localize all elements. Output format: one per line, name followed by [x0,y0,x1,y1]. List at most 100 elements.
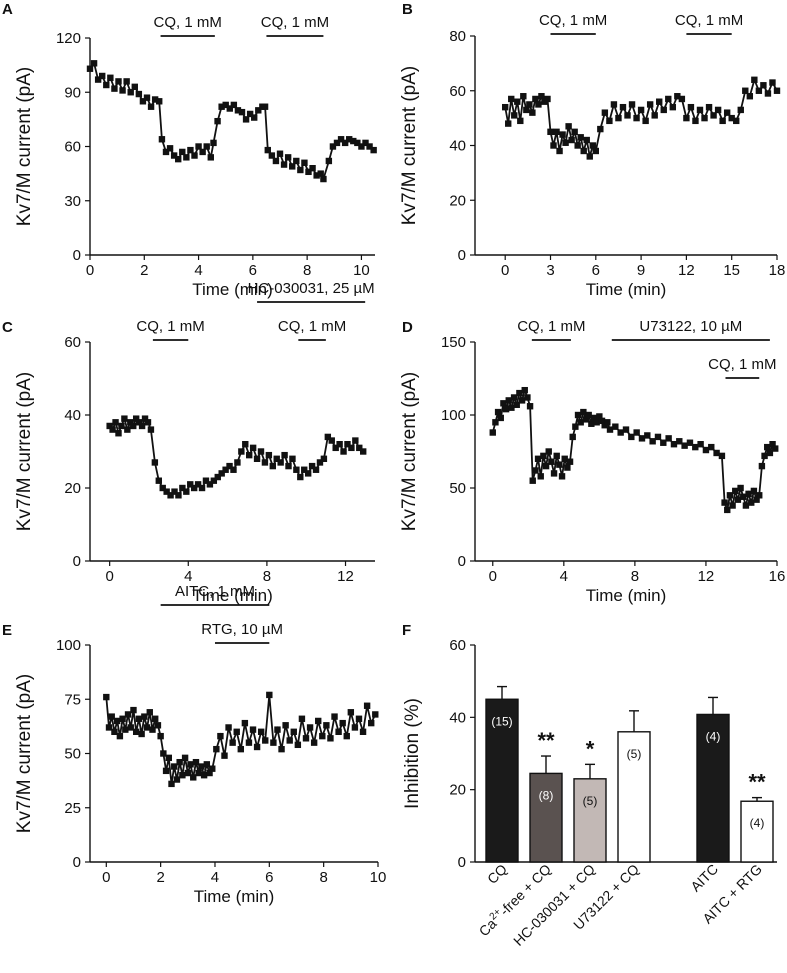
data-point [721,499,728,506]
data-point [200,772,208,779]
data-point [751,76,758,83]
data-point [151,459,159,466]
data-point [302,735,310,742]
y-tick-label: 0 [458,854,466,871]
data-point [585,411,592,419]
data-point [510,394,518,401]
data-point [622,426,630,433]
x-tick-label: 16 [769,568,786,585]
y-tick-label: 100 [441,407,466,424]
data-point [341,139,349,147]
data-point [523,106,530,114]
data-point [745,490,752,498]
data-point [619,103,627,111]
data-point [564,464,571,471]
data-point [265,451,273,459]
data-point [90,60,98,67]
data-point [535,101,542,108]
panel-c: C 0 20 40 60 0 4 8 12 Time (min) Kv7/M current (pA… [2,280,375,605]
data-point [358,143,365,150]
data-point [290,728,297,735]
data-point [582,416,590,423]
data-point [116,732,124,740]
bar [485,698,519,863]
data-point [230,101,238,109]
data-point [556,147,563,155]
data-point [195,769,202,777]
x-tick-label: 8 [303,262,311,279]
data-point [187,761,194,768]
data-point [569,433,576,441]
data-point [171,488,178,495]
data-point [740,493,747,500]
data-point [323,722,330,729]
data-point [750,487,758,495]
data-point [637,106,645,114]
data-point [556,461,563,468]
data-point [526,403,534,410]
data-point [280,161,288,168]
data-point [297,166,304,174]
bar-n-label: (15) [491,714,512,728]
data-point [628,433,635,441]
x-tick-label: 2 [156,869,164,886]
data-point [276,150,284,157]
data-point [351,724,359,731]
data-point [598,417,606,425]
data-point [343,732,350,740]
data-point [571,128,578,136]
data-point [286,737,293,744]
bar-n-label: (8) [539,788,554,802]
data-point [529,109,536,116]
data-point [676,438,683,445]
x-axis-title: Time (min) [192,280,273,299]
data-point [705,103,713,111]
data-point [198,763,205,770]
data-point [179,484,186,492]
x-axis-title: Time (min) [192,586,273,605]
data-point [366,143,373,150]
data-point [532,95,539,103]
category-label: AITC [687,861,721,895]
significance-label: ** [748,770,766,795]
data-point [553,452,560,460]
data-point [163,488,170,495]
data-point [305,168,312,176]
application-label: CQ, 1 mM [708,356,776,373]
data-point [203,143,210,150]
data-point [233,728,240,735]
data-point [692,117,699,125]
data-point [124,711,132,718]
data-point [344,441,351,448]
x-tick-label: 4 [194,262,202,279]
x-tick-label: 3 [546,262,554,279]
data-point [162,148,170,156]
x-tick-label: 4 [560,568,568,585]
data-point [755,87,763,94]
category-label: HC-030031 + CQ [510,861,598,949]
y-tick-label: 50 [64,746,81,763]
y-tick-label: 60 [449,637,466,654]
y-tick-label: 80 [449,28,466,45]
panel-b: B 0 20 40 60 80 0 3 6 9 12 15 18 Time (min) Kv7/M curr… [399,1,785,299]
data-point [517,117,524,125]
y-tick-label: 20 [449,192,466,209]
data-point [301,466,308,473]
data-point [261,103,269,110]
data-point [562,139,569,146]
data-point [168,780,175,788]
data-point [654,433,662,441]
data-point [160,750,167,757]
data-point [105,724,113,731]
data-point [566,458,574,465]
y-axis-title: Kv7/M current (pA) [399,66,420,225]
data-point [580,147,587,155]
data-point [257,728,265,735]
data-point [697,441,704,448]
data-point [331,713,338,720]
data-point [348,444,355,452]
data-point [304,470,312,477]
data-point [492,419,499,426]
data-point [513,401,520,408]
data-point [577,419,584,426]
